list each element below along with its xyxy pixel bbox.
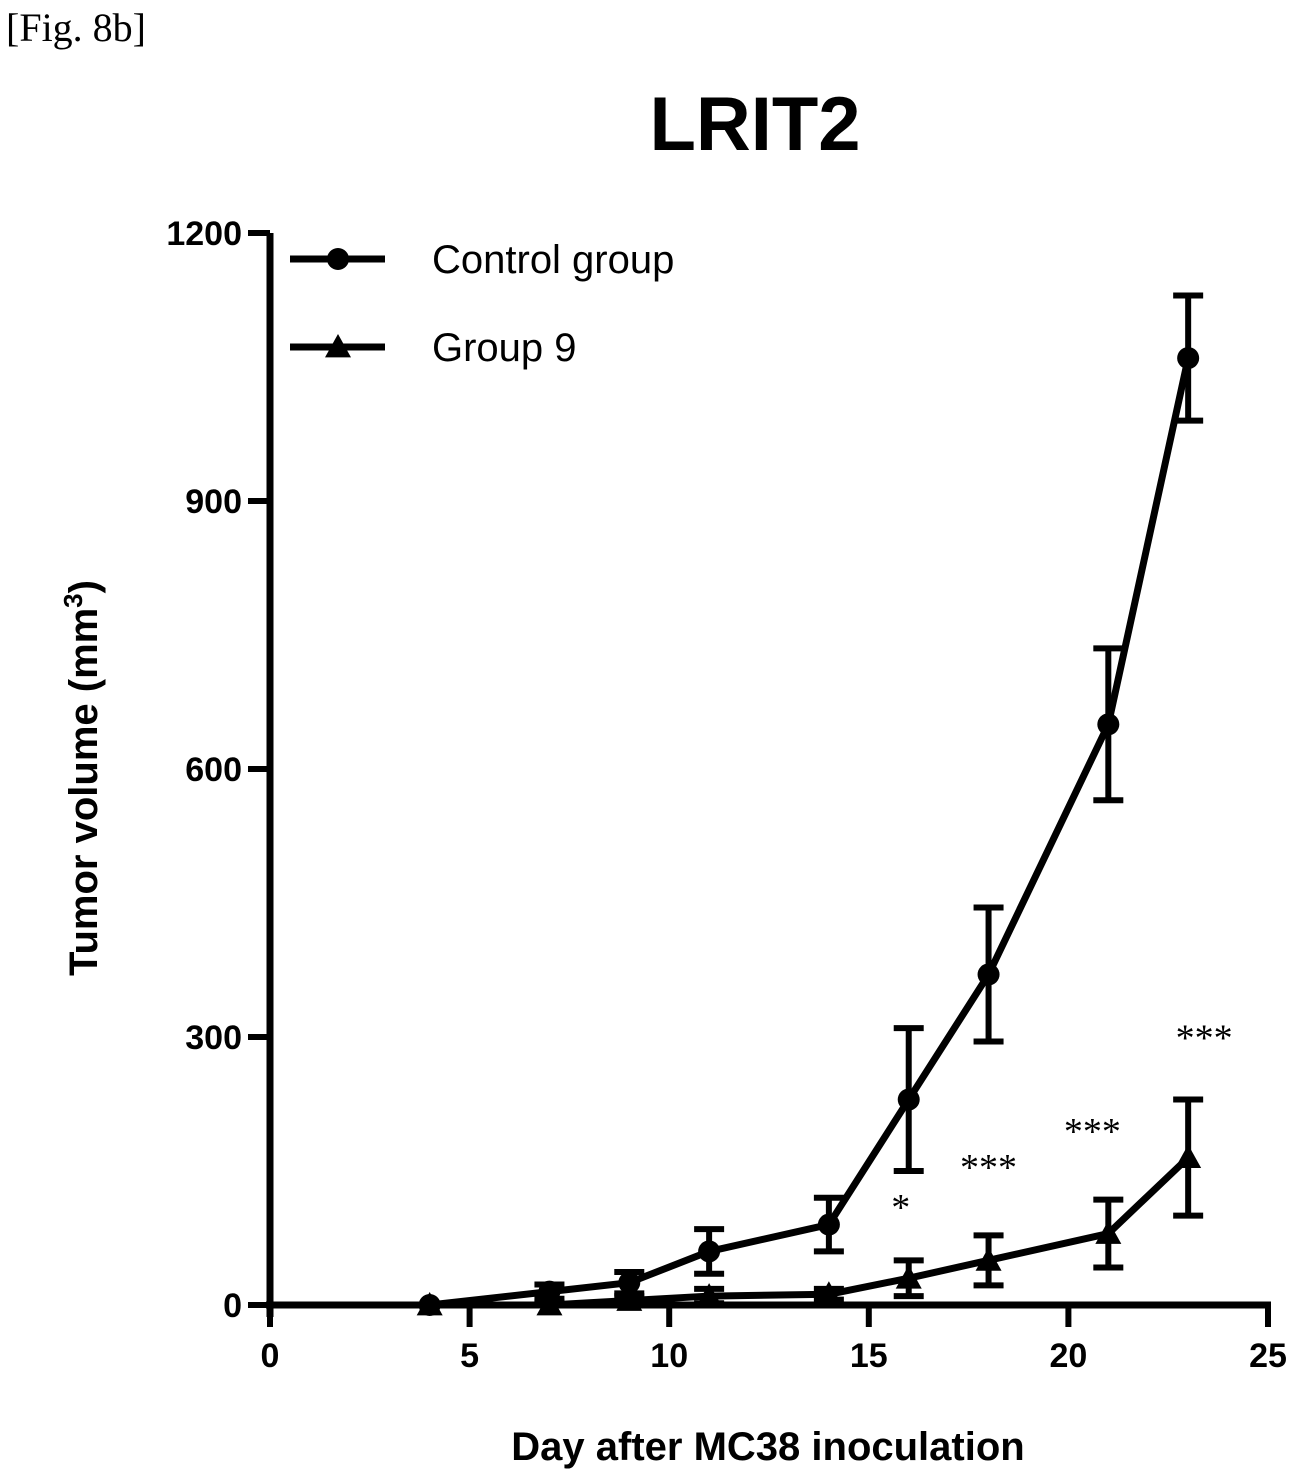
legend-label: Group 9	[432, 326, 577, 370]
data-point-triangle	[696, 1283, 723, 1307]
data-point-triangle	[1095, 1220, 1122, 1244]
significance-marker: ***	[960, 1147, 1017, 1189]
data-point-circle	[817, 1213, 840, 1236]
y-axis-title-main: Tumor volume (mm	[62, 608, 106, 976]
figure-label: [Fig. 8b]	[6, 5, 146, 50]
data-point-circle	[1097, 713, 1120, 736]
significance-annotations: **********	[891, 1017, 1232, 1229]
y-tick-label: 0	[223, 1287, 242, 1325]
y-axis-title-suffix: )	[62, 580, 106, 593]
significance-marker: *	[891, 1187, 910, 1229]
series-control-group	[418, 292, 1204, 1316]
data-point-triangle	[975, 1247, 1002, 1271]
data-point-circle	[618, 1271, 641, 1294]
legend: Control group Group 9	[290, 238, 674, 370]
y-tick-label: 600	[185, 751, 242, 789]
y-tick-label: 300	[185, 1019, 242, 1057]
data-point-circle	[327, 248, 349, 270]
y-tick-label: 900	[185, 483, 242, 521]
data-point-triangle	[325, 334, 351, 358]
x-tick-label: 25	[1249, 1337, 1287, 1375]
axes: 0 300 600 900 1200 0 5 10 15 20 25	[166, 215, 1287, 1375]
x-tick-label: 10	[650, 1337, 688, 1375]
x-tick-label: 0	[261, 1337, 280, 1375]
x-axis-title: Day after MC38 inoculation	[511, 1425, 1024, 1469]
data-point-triangle	[536, 1292, 563, 1316]
significance-marker: ***	[1064, 1111, 1121, 1153]
data-point-triangle	[815, 1281, 842, 1305]
x-tick-label: 15	[850, 1337, 888, 1375]
y-axis-title: Tumor volume (mm3)	[58, 580, 106, 976]
y-axis-title-superscript: 3	[58, 593, 88, 607]
data-point-triangle	[616, 1287, 643, 1311]
x-tick-label: 20	[1049, 1337, 1087, 1375]
series-layer	[416, 292, 1204, 1316]
data-point-circle	[977, 963, 1000, 986]
significance-marker: ***	[1176, 1017, 1233, 1059]
data-point-triangle	[1175, 1144, 1202, 1168]
chart-title: LRIT2	[649, 82, 860, 167]
data-point-triangle	[895, 1265, 922, 1289]
x-tick-label: 5	[460, 1337, 479, 1375]
series-line	[429, 357, 1192, 1309]
series-group-9	[416, 1096, 1204, 1316]
data-point-circle	[1177, 347, 1200, 370]
data-point-circle	[897, 1088, 920, 1111]
data-point-circle	[538, 1280, 561, 1303]
legend-item: Group 9	[290, 326, 577, 370]
legend-item: Control group	[290, 238, 674, 282]
legend-label: Control group	[432, 238, 674, 282]
data-point-circle	[698, 1240, 721, 1263]
data-point-triangle	[416, 1292, 443, 1316]
y-tick-label: 1200	[166, 215, 242, 253]
